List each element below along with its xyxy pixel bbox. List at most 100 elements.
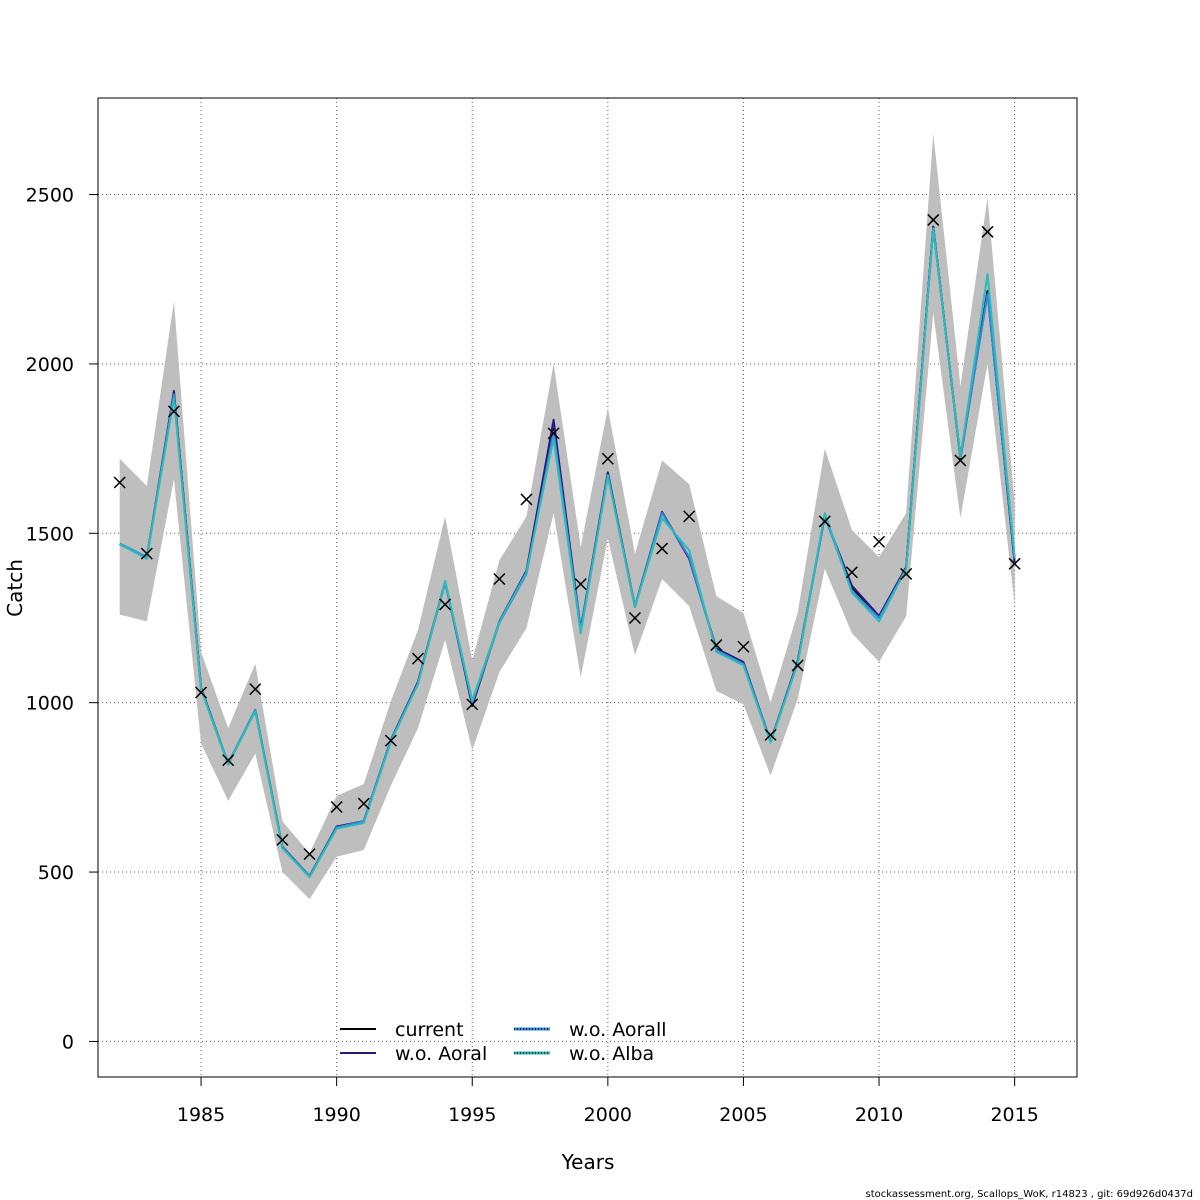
observed-point-stroke [167,405,180,418]
observed-point-stroke [195,686,208,699]
observed-point [167,405,180,418]
x-tick-label: 2005 [719,1104,767,1126]
observed-point [601,452,614,465]
observed-point-stroke [656,542,669,555]
observed-point [276,833,289,846]
series-line [119,227,1016,879]
observed-point-stroke [574,578,587,591]
x-tick-label: 2010 [855,1104,903,1126]
legend-label: w.o. Alba [569,1043,654,1065]
observed-point-stroke [601,452,614,465]
observed-point-stroke [140,547,153,560]
observed-point [303,848,316,861]
observed-point-stroke [493,573,506,586]
y-axis-title: Catch [3,559,27,617]
observed-point [981,225,994,238]
observed-point-stroke [357,797,370,810]
observed-point [818,515,831,528]
observed-point-stroke [927,213,940,226]
observed-point-stroke [900,567,913,580]
confidence-band-layer [119,133,1015,900]
series-lines-layer [119,225,1016,879]
x-tick-label: 1995 [448,1104,496,1126]
observed-point [222,754,235,767]
x-tick-label: 2000 [584,1104,632,1126]
x-tick-label: 2015 [990,1104,1038,1126]
observed-point [845,566,858,579]
observed-point-stroke [981,225,994,238]
observed-point [249,683,262,696]
observed-point [873,535,886,548]
observed-point-stroke [628,611,641,625]
observed-point-stroke [249,683,262,696]
observed-point-stroke [466,698,479,711]
plot-frame [97,97,1078,1078]
observed-point [411,652,425,665]
observed-point-stroke [520,493,533,506]
observed-point [357,797,370,810]
observed-point-stroke [547,427,560,440]
observed-point [520,493,533,506]
observed-point-stroke [330,800,343,814]
x-tick-label: 1985 [177,1104,225,1126]
y-tick-label: 500 [38,862,74,884]
legend-item: w.o. Aoral [340,1043,487,1065]
observed-point-stroke [818,515,831,528]
y-tick-label: 0 [62,1031,74,1053]
observed-point [574,578,587,591]
observed-points-layer [113,213,1021,861]
observed-point [954,454,967,467]
observed-point-stroke [764,728,777,741]
observed-point [195,686,208,699]
y-tick-label: 1000 [26,693,74,715]
observed-point [140,547,153,560]
observed-point-stroke [384,734,397,747]
observed-point [330,800,343,814]
observed-point-stroke [113,476,126,489]
x-axis-title: Years [561,1150,615,1174]
y-axis: 0 500 1000 1500 2000 2500 [26,185,98,1053]
observed-point [547,427,560,440]
x-tick-label: 1990 [312,1104,360,1126]
observed-point [384,734,397,747]
observed-point-stroke [737,640,750,653]
observed-point [900,567,913,580]
observed-point-stroke [303,848,316,861]
legend-item: w.o. Alba [514,1043,654,1065]
y-tick-label: 2000 [26,354,74,376]
observed-point [656,542,669,555]
legend-item: current [340,1019,464,1041]
observed-point-stroke [439,598,452,611]
observed-point [628,611,641,625]
observed-point [927,213,940,226]
confidence-band [119,133,1015,900]
observed-point-stroke [954,454,967,467]
y-tick-label: 1500 [26,523,74,545]
observed-point-stroke [873,535,886,548]
legend-item: w.o. Aorall [514,1019,667,1041]
observed-point [710,639,723,652]
observed-point-stroke [1008,557,1021,570]
legend-label: current [395,1019,464,1041]
y-tick-label: 2500 [26,185,74,207]
observed-point-stroke [411,652,425,665]
legend-label: w.o. Aoral [395,1043,487,1065]
x-axis: 1985 1990 1995 2000 2005 2010 2015 [177,1077,1039,1126]
observed-point-stroke [845,566,858,579]
observed-point-stroke [710,639,723,652]
observed-point [439,598,452,611]
observed-point [1008,557,1021,570]
observed-point [493,573,506,586]
observed-point [791,659,804,672]
observed-point [737,640,750,653]
observed-point [683,510,696,523]
observed-point-stroke [222,754,235,767]
observed-point [764,728,777,741]
observed-point-stroke [683,510,696,523]
observed-point [113,476,126,489]
footer-credit: stockassessment.org, Scallops_WoK, r1482… [866,1189,1193,1200]
legend-label: w.o. Aorall [569,1019,667,1041]
observed-point-stroke [791,659,804,672]
observed-point [466,698,479,711]
